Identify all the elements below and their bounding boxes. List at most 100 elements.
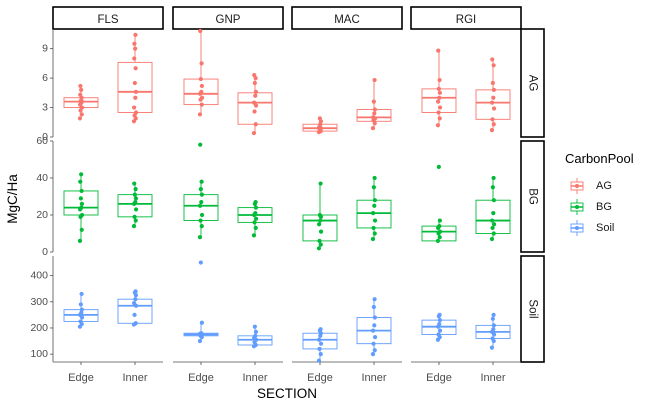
data-point: [437, 218, 442, 223]
data-point: [436, 48, 441, 53]
data-point: [132, 105, 137, 110]
data-point: [199, 61, 204, 66]
data-point: [435, 238, 441, 243]
data-point: [491, 63, 496, 68]
data-point: [491, 222, 497, 227]
data-point: [437, 90, 442, 95]
data-point: [252, 109, 257, 114]
data-point: [253, 225, 258, 231]
y-tick-label-bg: 60: [36, 135, 48, 147]
data-point: [79, 87, 84, 92]
data-point: [79, 227, 84, 232]
x-tick-label-inner: Inner: [480, 372, 505, 384]
data-point: [133, 289, 138, 294]
data-point: [253, 199, 258, 205]
data-point: [372, 218, 378, 223]
data-point: [78, 319, 83, 324]
data-point: [490, 57, 495, 62]
data-point: [372, 335, 378, 340]
data-point: [317, 116, 322, 121]
data-point: [371, 304, 376, 310]
facet-row-strip-label-soil: Soil: [527, 299, 539, 318]
data-point: [78, 92, 83, 97]
data-point: [372, 323, 377, 328]
data-point: [491, 327, 496, 332]
data-point: [78, 302, 83, 307]
data-point: [199, 192, 204, 197]
facet-row-strip-bg: [520, 140, 545, 253]
data-point: [78, 179, 83, 184]
legend-label-soil: Soil: [596, 222, 614, 234]
data-point: [436, 164, 441, 169]
facet-row-strip-ag: [520, 28, 545, 138]
data-point: [133, 32, 138, 37]
data-point: [437, 77, 442, 83]
data-point: [252, 324, 257, 329]
data-point: [253, 333, 258, 338]
data-point: [132, 214, 137, 219]
data-point: [489, 345, 495, 350]
data-point: [437, 235, 442, 240]
data-point: [318, 242, 323, 247]
data-point: [133, 187, 138, 192]
x-tick-label-edge: Edge: [307, 372, 333, 384]
data-point: [133, 89, 139, 94]
data-point: [199, 331, 204, 336]
data-point: [371, 328, 376, 333]
data-point: [437, 229, 443, 234]
data-point: [79, 307, 84, 312]
data-point: [371, 185, 376, 190]
data-point: [79, 310, 84, 315]
legend-key-point: [575, 205, 579, 209]
data-point: [490, 100, 495, 105]
data-point: [318, 327, 323, 332]
facet-row-strip-label-ag: AG: [527, 75, 539, 92]
data-point: [437, 312, 442, 317]
facet-row-strip-label-bg: BG: [527, 188, 539, 205]
data-point: [133, 66, 138, 71]
data-point: [435, 123, 441, 128]
data-point: [133, 95, 138, 100]
data-point: [77, 238, 83, 243]
data-point: [372, 175, 377, 181]
legend-label-bg: BG: [596, 201, 612, 213]
data-point: [491, 122, 496, 127]
data-point: [198, 28, 203, 34]
data-point: [252, 80, 257, 86]
data-point: [132, 56, 137, 61]
data-point: [491, 231, 496, 236]
y-tick-label-bg: 0: [42, 246, 48, 258]
x-tick-label-inner: Inner: [242, 372, 267, 384]
facet-strip-label-fls: FLS: [97, 14, 118, 26]
data-point: [318, 181, 323, 186]
facet-strip-label-rgi: RGI: [456, 14, 476, 26]
data-point: [489, 128, 495, 133]
x-tick-label-edge: Edge: [426, 372, 452, 384]
facet-strip-rgi: [410, 6, 522, 30]
data-point: [253, 211, 258, 216]
data-point: [491, 198, 497, 203]
data-point: [491, 312, 496, 317]
data-point: [79, 201, 84, 206]
data-point: [199, 83, 204, 89]
data-point: [252, 100, 257, 105]
data-point: [372, 231, 377, 236]
data-point: [132, 301, 137, 306]
data-point: [132, 192, 137, 197]
data-point: [197, 203, 203, 208]
facet-strip-label-gnp: GNP: [216, 14, 241, 26]
data-point: [197, 235, 203, 240]
y-tick-label-ag: 3: [42, 102, 48, 114]
data-point: [253, 205, 259, 210]
data-point: [316, 222, 322, 227]
y-tick-label-ag: 6: [42, 72, 48, 84]
data-point: [371, 225, 376, 231]
data-point: [436, 110, 441, 115]
data-point: [437, 318, 442, 323]
legend-key-point: [575, 184, 579, 188]
data-point: [491, 323, 497, 328]
data-point: [317, 346, 322, 352]
data-point: [79, 112, 84, 117]
